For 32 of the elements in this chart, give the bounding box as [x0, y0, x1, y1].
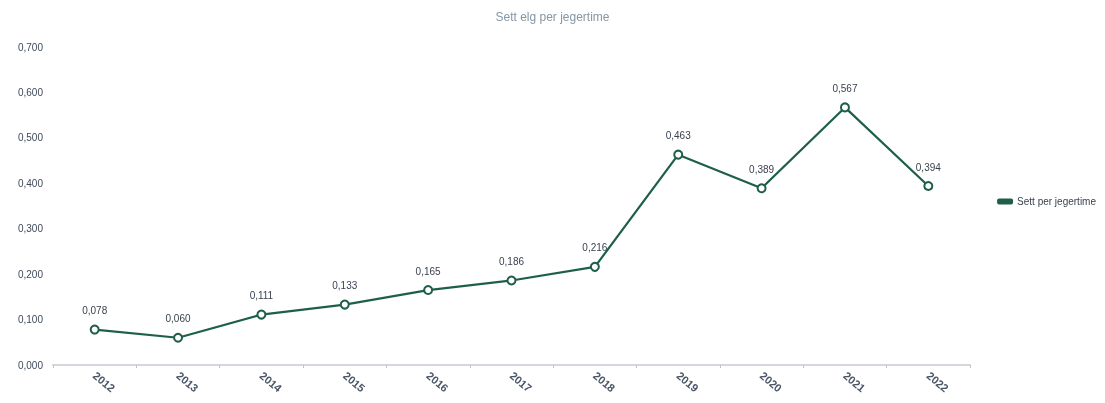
- point: [756, 183, 767, 194]
- point: [923, 181, 934, 192]
- y-tick-label: 0,200: [17, 268, 44, 280]
- y-tick-label: 0,600: [17, 86, 44, 98]
- data-label: 0,060: [165, 313, 191, 325]
- point: [173, 332, 184, 343]
- y-tick-label: 0,100: [17, 314, 44, 326]
- data-label: 0,567: [832, 82, 858, 94]
- point: [589, 261, 600, 272]
- data-label: 0,186: [498, 256, 525, 267]
- point: [339, 299, 350, 310]
- y-tick-label: 0,300: [17, 223, 44, 235]
- data-label: 0,389: [749, 163, 775, 175]
- y-tick-label: 0,000: [17, 359, 44, 371]
- data-label: 0,216: [582, 242, 608, 254]
- point: [673, 149, 684, 160]
- point: [423, 285, 434, 296]
- y-tick-label: 0,700: [17, 41, 44, 53]
- chart-title: Sett elg per jegertime: [495, 10, 610, 24]
- point: [256, 309, 267, 320]
- data-label: 0,078: [82, 305, 108, 317]
- data-label: 0,111: [249, 290, 274, 302]
- data-label: 0,165: [415, 265, 442, 277]
- y-tick-label: 0,400: [17, 177, 44, 189]
- point: [89, 324, 100, 335]
- point: [506, 275, 517, 286]
- data-label: 0,394: [915, 161, 942, 173]
- point: [839, 102, 850, 113]
- legend-label: Sett per jegertime: [1017, 196, 1097, 207]
- data-label: 0,463: [665, 130, 692, 142]
- data-label: 0,133: [332, 280, 358, 292]
- y-tick-label: 0,500: [17, 132, 44, 144]
